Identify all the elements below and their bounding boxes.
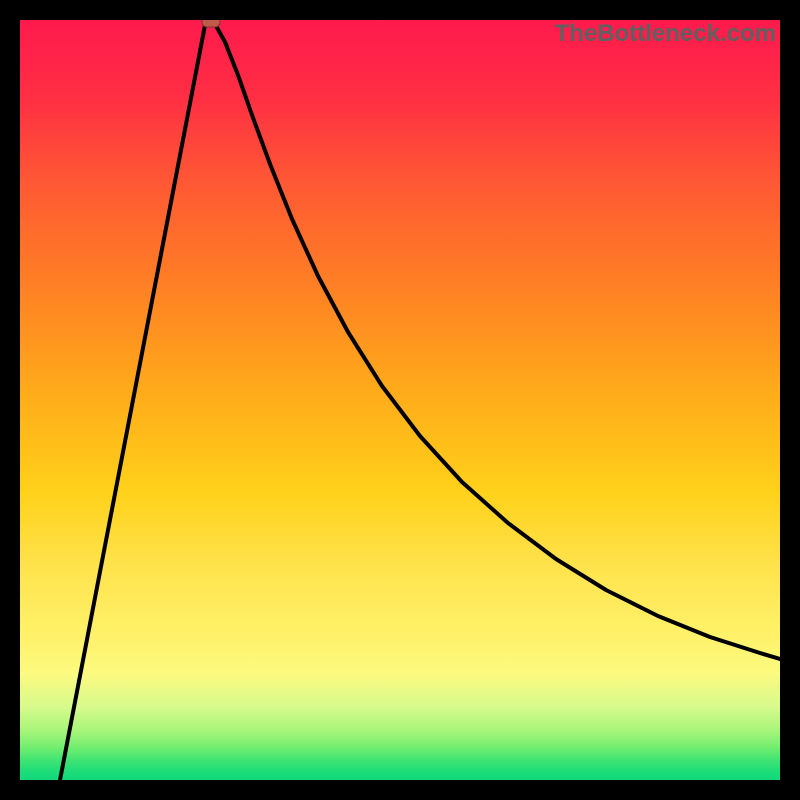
chart-frame: TheBottleneck.com bbox=[0, 0, 800, 800]
optimal-point-marker bbox=[202, 20, 220, 27]
watermark-text: TheBottleneck.com bbox=[555, 20, 776, 48]
curve-layer bbox=[20, 20, 780, 780]
bottleneck-curve bbox=[60, 20, 780, 780]
plot-area: TheBottleneck.com bbox=[20, 20, 780, 780]
